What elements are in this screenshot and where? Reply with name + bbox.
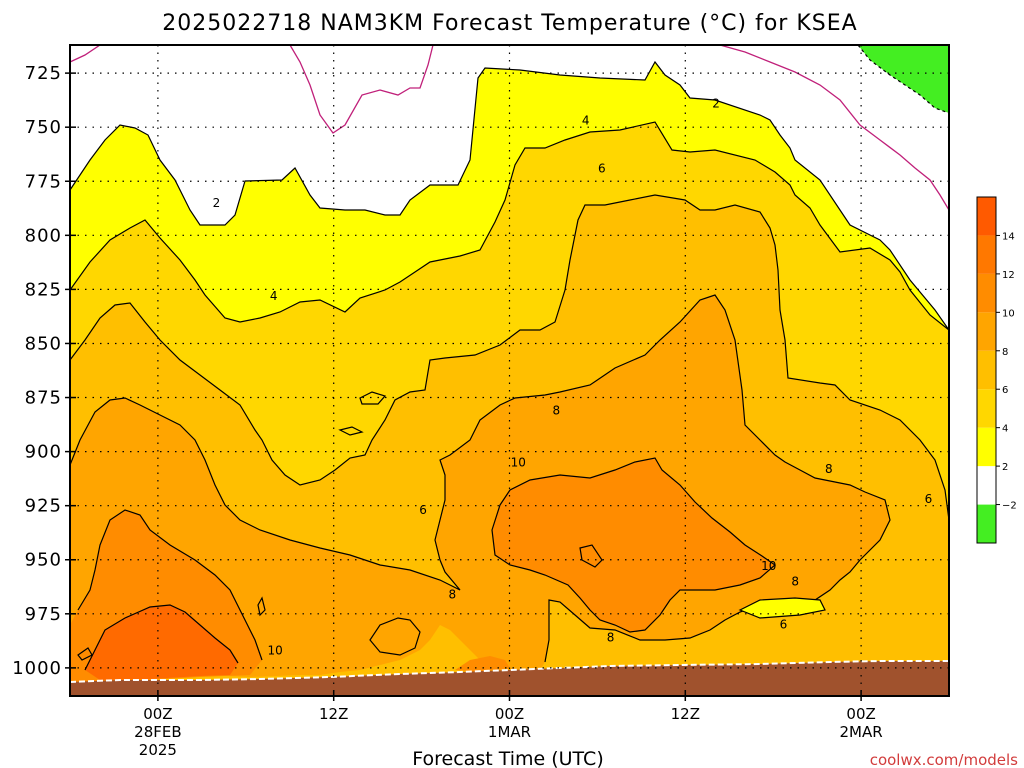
contour-small-blob-7	[369, 617, 421, 656]
colorbar-label: 14	[1002, 231, 1015, 242]
contour-label: 10	[761, 559, 776, 573]
y-tick-label: 1000	[12, 658, 62, 679]
contour-label: 6	[780, 618, 788, 632]
contour-small-blob-5	[257, 596, 266, 617]
y-tick-label: 775	[25, 171, 62, 192]
contour-label: 2	[213, 196, 221, 210]
x-tick-label: 00Z	[846, 705, 875, 723]
x-tick-label: 00Z	[143, 705, 172, 723]
zero-contour-dashed	[857, 44, 950, 114]
contour-label: 8	[553, 404, 561, 418]
y-tick-label: 925	[25, 496, 62, 517]
colorbar-segment	[977, 197, 996, 236]
contour-label: 8	[825, 462, 833, 476]
contour-label: 10	[511, 455, 526, 469]
x-axis-label: Forecast Time (UTC)	[412, 748, 603, 768]
contour-2-line	[70, 60, 949, 331]
contour-12-line	[84, 604, 239, 671]
y-tick-label: 900	[25, 442, 62, 463]
freezing-lines	[70, 45, 949, 211]
colorbar-segment	[977, 466, 996, 505]
fill-10-12-region-right	[492, 458, 775, 632]
contour-small-blob-1	[359, 391, 387, 405]
colorbar-segment	[977, 273, 996, 313]
contour-10-left-line	[77, 509, 263, 661]
plot-fill-layers	[70, 45, 949, 696]
x-tick-label: 00Z	[495, 705, 524, 723]
x-tick-label: 12Z	[319, 705, 348, 723]
y-tick-label: 850	[25, 333, 62, 354]
contour-small-blob-3	[579, 544, 603, 568]
x-tick-sublabel-date: 1MAR	[488, 723, 531, 741]
freezing-line-left	[70, 45, 101, 63]
contour-labels: 2 4 2 4 6 8 10 6 8 10 8 6 10 8 6 8	[213, 96, 933, 658]
y-tick-label: 750	[25, 117, 62, 138]
colorbar-segment	[977, 235, 996, 274]
y-axis: 725 750 775 800 825 850 875 900 925 950 975 1000	[12, 63, 76, 679]
contour-label: 6	[925, 492, 933, 506]
colorbar: −2 2 4 6 8 10 12 14	[976, 196, 1017, 544]
contour-small-blob-6	[77, 647, 93, 661]
colorbar-label: 12	[1002, 270, 1015, 281]
fill-12-14-region	[85, 605, 238, 680]
x-tick-label: 12Z	[671, 705, 700, 723]
y-tick-label: 875	[25, 388, 62, 409]
contour-10-right-line	[491, 457, 776, 633]
colorbar-segment	[977, 504, 996, 543]
freezing-line-mid	[289, 45, 434, 134]
colorbar-label: −2	[1002, 501, 1017, 512]
contour-label: 4	[270, 289, 278, 303]
contour-small-blob-2	[338, 426, 364, 436]
colorbar-segment	[977, 312, 996, 351]
contour-small-blob-4	[738, 597, 826, 619]
y-tick-label: 725	[25, 63, 62, 84]
colorbar-frame	[976, 196, 997, 544]
terrain-fill	[70, 661, 949, 696]
fill-below-0-region	[858, 45, 949, 113]
contour-label: 6	[419, 503, 427, 517]
colorbar-segment	[977, 350, 996, 390]
contour-label: 8	[791, 574, 799, 588]
contour-6-line	[70, 194, 949, 521]
contour-label: 8	[449, 587, 457, 601]
colorbar-label: 2	[1002, 462, 1008, 473]
colorbar-label: 8	[1002, 347, 1008, 358]
colorbar-label: 10	[1002, 308, 1015, 319]
contour-label: 2	[712, 96, 720, 110]
y-tick-label: 800	[25, 225, 62, 246]
fill-0-2-region	[70, 45, 949, 330]
credit-text[interactable]: coolwx.com/models	[870, 751, 1018, 768]
contour-label: 6	[598, 161, 606, 175]
contour-label: 4	[582, 114, 590, 128]
colorbar-segment	[977, 427, 996, 467]
contour-lines	[70, 60, 949, 671]
colorbar-label: 6	[1002, 385, 1008, 396]
x-tick-sublabel-date: 2MAR	[840, 723, 883, 741]
freezing-line-right	[719, 45, 949, 211]
y-tick-label: 950	[25, 550, 62, 571]
colorbar-segment	[977, 389, 996, 428]
chart-title: 2025022718 NAM3KM Forecast Temperature (…	[162, 11, 857, 36]
x-tick-sublabel-date: 28FEB	[134, 723, 181, 741]
contour-label: 10	[267, 644, 282, 658]
y-tick-label: 825	[25, 279, 62, 300]
y-tick-label: 975	[25, 604, 62, 625]
colorbar-label: 4	[1002, 424, 1008, 435]
contour-label: 8	[607, 631, 615, 645]
contour-4-line	[70, 121, 949, 331]
x-tick-sublabel-year: 2025	[139, 741, 177, 759]
